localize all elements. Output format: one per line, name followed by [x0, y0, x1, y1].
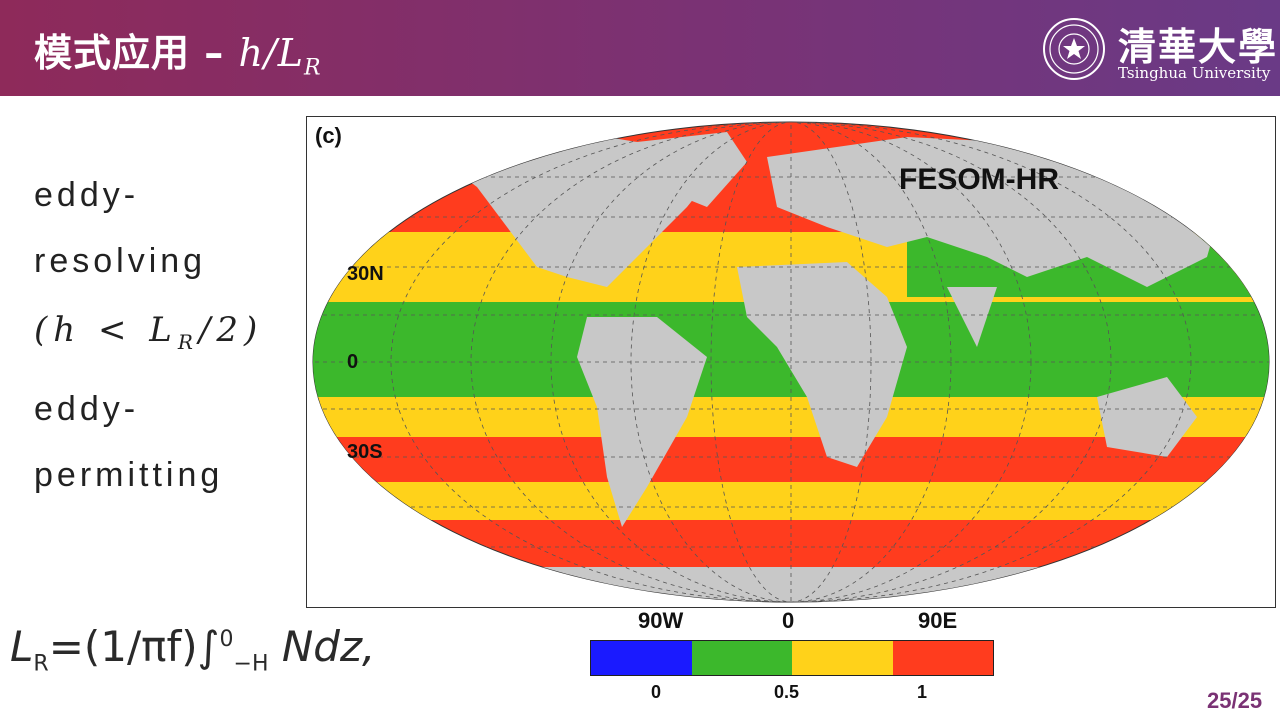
lon-label-90w: 90W	[638, 608, 684, 633]
lon-label-0: 0	[782, 608, 795, 633]
colorbar-tick-0-5: 0.5	[774, 682, 800, 702]
lon-label-90e: 90E	[918, 608, 958, 633]
rossby-radius-formula: LR=(1/πf)∫0−H Ndz,	[10, 622, 376, 677]
side-text-line1: eddy-	[34, 176, 140, 214]
title-chinese: 模式应用 –	[34, 31, 225, 75]
page-number: 25/25	[1207, 688, 1263, 713]
emblem-icon	[1043, 18, 1105, 80]
colorbar-segment-green	[691, 641, 792, 675]
logo-english-name: Tsinghua University	[1118, 64, 1271, 82]
slide-header: 模式应用 – h/LR 清華大學 Tsinghua University	[0, 0, 1280, 96]
side-text-line2: resolving	[34, 242, 207, 280]
colorbar-tick-1: 1	[917, 682, 928, 702]
colorbar-segment-red	[892, 641, 993, 675]
panel-label: (c)	[315, 123, 342, 148]
eddy-ratio-map: (c) FESOM-HR 30N 0 30S	[306, 116, 1276, 608]
university-logo: 清華大學 Tsinghua University	[1040, 14, 1276, 86]
colorbar	[590, 640, 994, 676]
side-text-line4: eddy-	[34, 390, 140, 428]
side-text-line5: permitting	[34, 456, 224, 494]
world-map-graphic	[312, 121, 1270, 603]
lat-label-0: 0	[347, 351, 359, 373]
logo-chinese-name: 清華大學	[1118, 24, 1279, 69]
side-text-condition: (h < LR/2)	[34, 310, 264, 354]
slide-title: 模式应用 – h/LR	[34, 22, 322, 81]
colorbar-tick-0: 0	[651, 682, 662, 702]
colorbar-segment-yellow	[792, 641, 893, 675]
lat-label-30s: 30S	[347, 441, 383, 463]
lat-label-30n: 30N	[347, 263, 384, 285]
model-label: FESOM-HR	[899, 163, 1059, 196]
colorbar-segment-blue	[591, 641, 692, 675]
title-math: h/LR	[238, 31, 322, 81]
